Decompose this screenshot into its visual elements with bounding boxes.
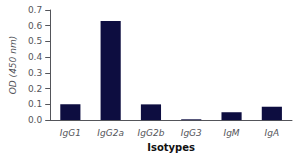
svg-text:0.1: 0.1 <box>28 99 42 109</box>
svg-text:OD (450 nm): OD (450 nm) <box>8 36 18 94</box>
svg-text:0.0: 0.0 <box>28 115 43 125</box>
svg-text:IgG3: IgG3 <box>181 128 202 138</box>
svg-text:IgG2a: IgG2a <box>97 128 124 138</box>
svg-text:0.7: 0.7 <box>28 5 42 15</box>
svg-text:0.3: 0.3 <box>28 68 42 78</box>
svg-text:Isotypes: Isotypes <box>147 142 195 153</box>
svg-text:0.6: 0.6 <box>28 21 43 31</box>
svg-text:IgG1: IgG1 <box>60 128 81 138</box>
svg-text:0.2: 0.2 <box>28 84 42 94</box>
svg-text:IgM: IgM <box>223 128 239 138</box>
svg-text:0.5: 0.5 <box>28 36 42 46</box>
svg-text:IgG2b: IgG2b <box>138 128 165 138</box>
svg-text:0.4: 0.4 <box>28 52 43 62</box>
svg-text:IgA: IgA <box>265 128 280 138</box>
